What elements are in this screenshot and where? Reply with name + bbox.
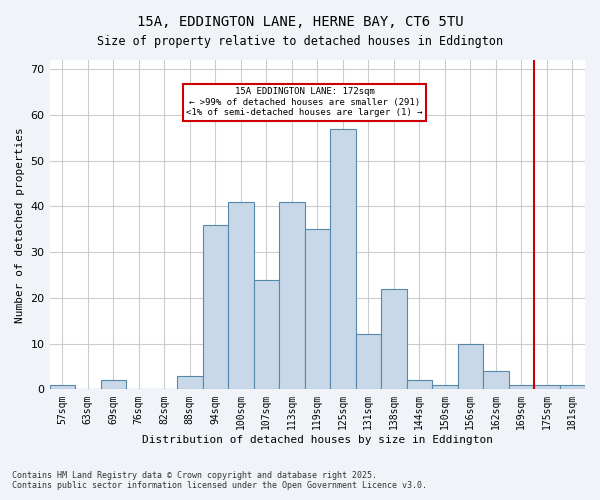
Y-axis label: Number of detached properties: Number of detached properties: [15, 127, 25, 322]
Text: Contains HM Land Registry data © Crown copyright and database right 2025.
Contai: Contains HM Land Registry data © Crown c…: [12, 470, 427, 490]
Bar: [534, 385, 560, 390]
Bar: [203, 224, 228, 390]
Bar: [432, 385, 458, 390]
Bar: [509, 385, 534, 390]
Bar: [381, 288, 407, 390]
Bar: [228, 202, 254, 390]
Bar: [407, 380, 432, 390]
Bar: [356, 334, 381, 390]
Bar: [483, 371, 509, 390]
Bar: [254, 280, 279, 390]
Bar: [305, 229, 330, 390]
Text: 15A EDDINGTON LANE: 172sqm
← >99% of detached houses are smaller (291)
<1% of se: 15A EDDINGTON LANE: 172sqm ← >99% of det…: [186, 88, 423, 117]
Bar: [560, 385, 585, 390]
Text: Size of property relative to detached houses in Eddington: Size of property relative to detached ho…: [97, 35, 503, 48]
Bar: [279, 202, 305, 390]
Bar: [50, 385, 75, 390]
Bar: [458, 344, 483, 390]
Bar: [101, 380, 126, 390]
Text: 15A, EDDINGTON LANE, HERNE BAY, CT6 5TU: 15A, EDDINGTON LANE, HERNE BAY, CT6 5TU: [137, 15, 463, 29]
Bar: [177, 376, 203, 390]
Bar: [330, 128, 356, 390]
X-axis label: Distribution of detached houses by size in Eddington: Distribution of detached houses by size …: [142, 435, 493, 445]
